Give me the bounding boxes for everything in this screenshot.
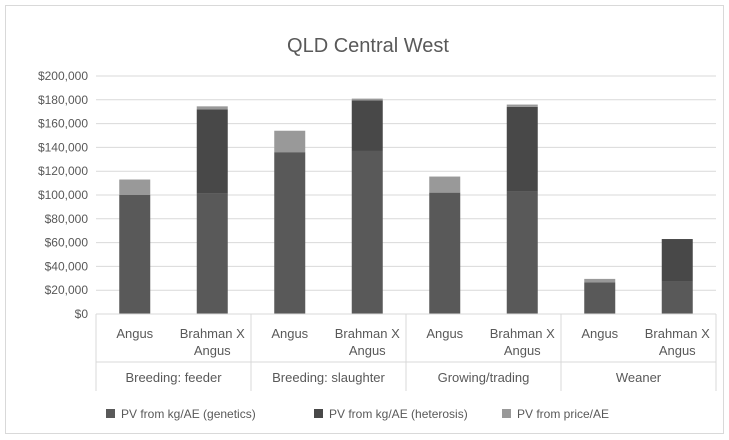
y-tick-label: $20,000	[45, 283, 89, 297]
x-tick-label: Angus	[271, 326, 308, 341]
x-tick-label: Angus	[116, 326, 153, 341]
bar-segment	[119, 195, 151, 314]
y-tick-label: $120,000	[38, 164, 88, 178]
y-tick-label: $160,000	[38, 117, 88, 131]
x-tick-label: Brahman X	[490, 326, 555, 341]
x-tick-label: Angus	[349, 343, 386, 358]
legend-label: PV from kg/AE (genetics)	[121, 407, 256, 421]
y-tick-label: $200,000	[38, 69, 88, 83]
x-tick-label: Angus	[581, 326, 618, 341]
bar-segment	[584, 278, 616, 283]
chart-title: QLD Central West	[287, 35, 449, 57]
x-tick-label: Angus	[426, 326, 463, 341]
bars	[119, 98, 693, 314]
y-tick-label: $60,000	[45, 236, 89, 250]
bar-segment	[429, 192, 461, 314]
bar-segment	[274, 130, 306, 153]
x-tick-label: Brahman X	[335, 326, 400, 341]
bar-segment	[429, 176, 461, 193]
bar-segment	[661, 281, 693, 314]
bar-segment	[584, 282, 616, 314]
bar-segment	[351, 150, 383, 314]
legend: PV from kg/AE (genetics) PV from kg/AE (h…	[106, 407, 609, 421]
bar-segment	[506, 191, 538, 314]
y-tick-label: $40,000	[45, 259, 89, 273]
y-tick-label: $140,000	[38, 140, 88, 154]
x-tick-label: Angus	[504, 343, 541, 358]
legend-label: PV from kg/AE (heterosis)	[329, 407, 468, 421]
x-tick-label: Brahman X	[645, 326, 710, 341]
x-group-label: Growing/trading	[438, 370, 530, 385]
y-axis-ticks: $0 $20,000 $40,000 $60,000 $80,000 $100,000 $1…	[38, 69, 88, 321]
bar-segment	[506, 104, 538, 107]
chart-container: QLD Central West $0 $20,000 $40,000 $60,000…	[5, 5, 724, 434]
bar-segment	[506, 106, 538, 192]
bar-segment	[119, 179, 151, 195]
legend-label: PV from price/AE	[517, 407, 609, 421]
x-tick-label: Angus	[659, 343, 696, 358]
legend-swatch	[502, 409, 511, 418]
x-group-label: Weaner	[616, 370, 662, 385]
bar-segment	[351, 100, 383, 151]
x-group-label: Breeding: slaughter	[272, 370, 385, 385]
y-tick-label: $100,000	[38, 188, 88, 202]
y-tick-label: $80,000	[45, 212, 89, 226]
x-tick-label: Angus	[194, 343, 231, 358]
legend-swatch	[314, 409, 323, 418]
bar-segment	[351, 98, 383, 101]
bar-segment	[196, 106, 228, 110]
bar-segment	[196, 193, 228, 314]
y-tick-label: $0	[75, 307, 89, 321]
bar-segment	[274, 152, 306, 314]
bar-segment	[661, 239, 693, 282]
x-axis: Angus Brahman X Angus Angus Brahman X Angus An…	[95, 313, 717, 391]
x-tick-label: Brahman X	[180, 326, 245, 341]
bar-segment	[196, 109, 228, 194]
x-group-label: Breeding: feeder	[125, 370, 222, 385]
gridlines	[96, 75, 716, 291]
stacked-bar-chart: QLD Central West $0 $20,000 $40,000 $60,000…	[38, 35, 717, 421]
y-tick-label: $180,000	[38, 93, 88, 107]
legend-swatch	[106, 409, 115, 418]
